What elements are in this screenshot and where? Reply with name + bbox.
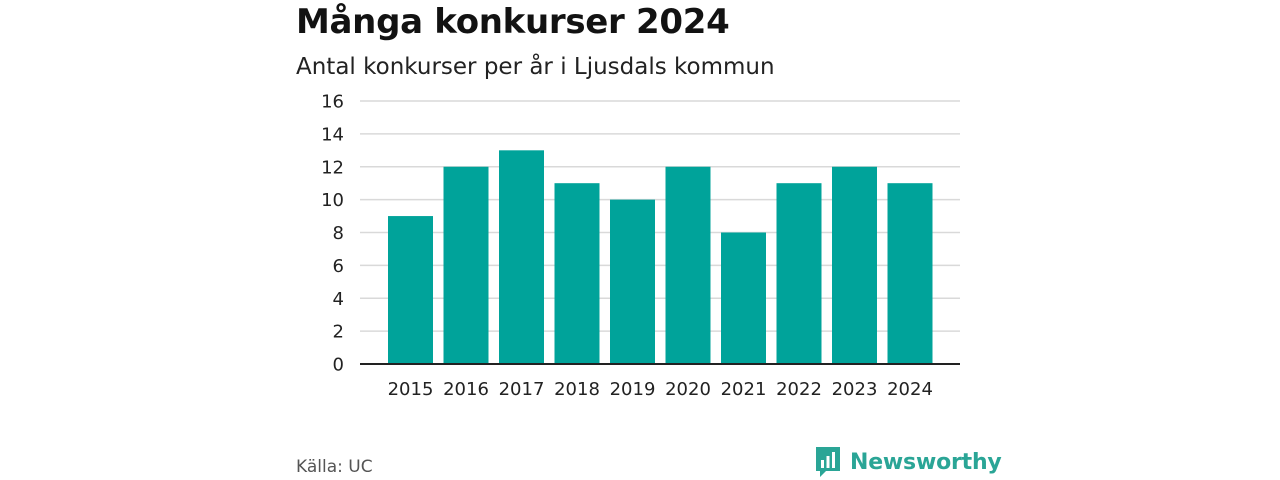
x-tick-label: 2015 [388, 379, 434, 400]
bar-2023 [832, 166, 877, 364]
source-note: Källa: UC [296, 457, 373, 477]
x-tick-label: 2017 [499, 379, 545, 400]
bar-2021 [721, 232, 766, 364]
x-tick-label: 2016 [443, 379, 489, 400]
y-axis-ticks: 0 2 4 6 8 10 12 14 16 [321, 92, 344, 376]
brand-name: Newsworthy [850, 449, 1002, 475]
y-tick-label: 2 [333, 322, 344, 343]
y-tick-label: 0 [333, 355, 344, 376]
x-tick-label: 2024 [887, 379, 933, 400]
x-tick-label: 2020 [665, 379, 711, 400]
bar-2017 [499, 150, 544, 364]
bar-2020 [665, 166, 711, 364]
y-tick-label: 8 [333, 223, 344, 244]
bar-2022 [776, 183, 822, 364]
brand-logo: Newsworthy [814, 445, 1002, 479]
x-tick-label: 2023 [832, 379, 878, 400]
bar-2016 [443, 166, 489, 364]
y-tick-label: 16 [321, 92, 344, 113]
chart-title: Många konkurser 2024 [296, 2, 730, 42]
bar-chart-icon [816, 447, 840, 477]
bar-2019 [610, 199, 655, 364]
x-tick-label: 2022 [776, 379, 822, 400]
bar-2018 [554, 183, 600, 364]
y-tick-label: 14 [321, 124, 344, 145]
x-tick-label: 2019 [610, 379, 656, 400]
x-axis-ticks: 2015 2016 2017 2018 2019 2020 2021 2022 2023 2024 [388, 379, 933, 400]
y-tick-label: 12 [321, 157, 344, 178]
bar-2015 [388, 216, 433, 364]
x-tick-label: 2021 [721, 379, 767, 400]
y-tick-label: 10 [321, 190, 344, 211]
x-tick-label: 2018 [554, 379, 600, 400]
chart-subtitle: Antal konkurser per år i Ljusdals kommun [296, 54, 775, 80]
y-tick-label: 6 [333, 256, 344, 277]
y-tick-label: 4 [333, 289, 344, 310]
bar-2024 [887, 183, 933, 364]
bars [388, 150, 933, 364]
